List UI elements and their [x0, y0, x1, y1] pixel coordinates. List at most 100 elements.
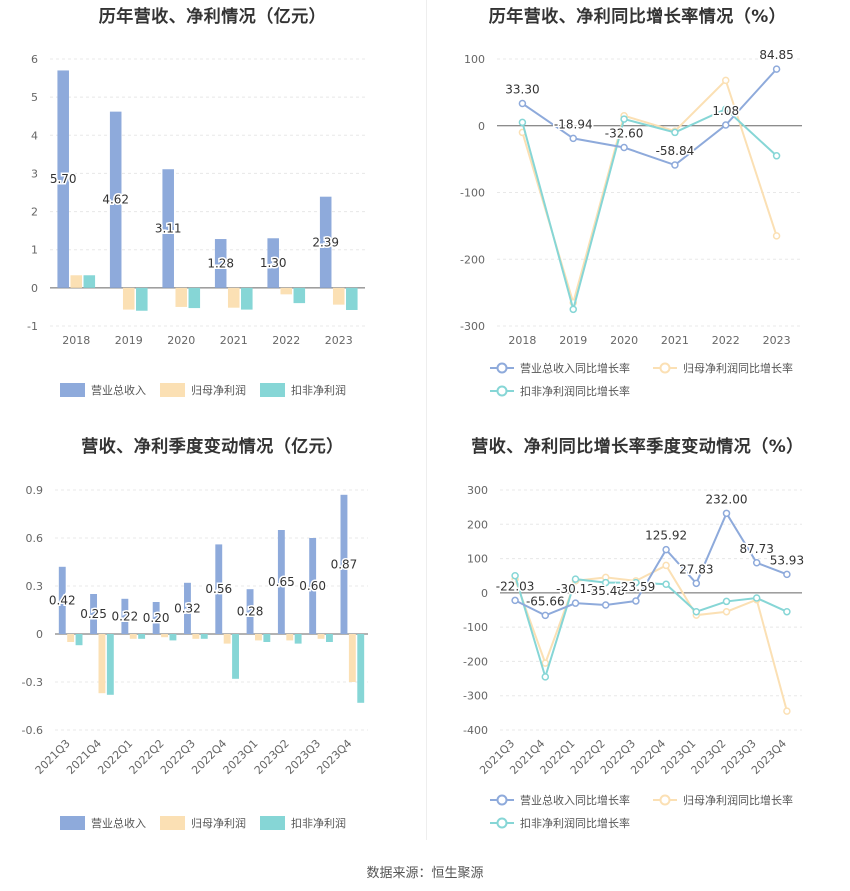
- data-label: 0.22: [112, 609, 139, 623]
- legend-swatch: [160, 383, 185, 397]
- data-label: 125.92: [645, 529, 687, 543]
- annual-growth-panel: 历年营收、净利同比增长率情况（%） -300 -200 -100 0 100 2018 20…: [425, 0, 850, 430]
- data-point: [601, 601, 610, 609]
- x-tick-label: 2018: [62, 334, 90, 347]
- y-tick-label: 300: [467, 484, 488, 497]
- y-tick-label: -100: [460, 187, 485, 200]
- bar: [162, 169, 174, 288]
- bar: [332, 287, 345, 305]
- chart-title: 历年营收、净利同比增长率情况（%）: [488, 7, 787, 27]
- bar: [138, 634, 146, 639]
- data-point: [569, 305, 577, 314]
- bar: [152, 602, 160, 634]
- bar: [348, 634, 356, 682]
- x-tick-label: 2023: [763, 334, 791, 347]
- bar: [192, 634, 200, 639]
- data-point: [632, 578, 640, 587]
- y-tick-label: 0: [481, 587, 488, 600]
- x-tick-label: 2022: [272, 334, 300, 347]
- y-tick-label: 0: [36, 628, 43, 641]
- data-label: -18.94: [554, 117, 593, 131]
- data-point: [692, 607, 701, 616]
- annual-revenue-profit-chart: -1 0 1 2 3 4 5 6 2018 2019 2020 2021 2022 2023 5.70 4.6…: [27, 53, 365, 397]
- y-tick-label: 0.9: [26, 484, 44, 497]
- data-label: -58.84: [656, 144, 695, 158]
- legend-swatch: [260, 816, 285, 830]
- bar: [122, 287, 135, 310]
- y-tick-label: 4: [31, 129, 38, 142]
- y-tick-label: -100: [463, 621, 488, 634]
- y-tick-label: 2: [31, 206, 38, 219]
- bar: [357, 634, 365, 703]
- bar: [319, 196, 332, 288]
- data-label: 1.30: [260, 256, 287, 270]
- legend-label: 营业总收入同比增长率: [520, 793, 630, 807]
- bar: [317, 634, 325, 639]
- data-point: [569, 134, 577, 143]
- data-point: [752, 559, 761, 567]
- bar: [286, 634, 294, 641]
- x-tick-label: 2020: [167, 334, 195, 347]
- bar: [200, 634, 208, 639]
- legend-label: 扣非净利润: [291, 383, 346, 397]
- data-label: 0.20: [143, 611, 170, 625]
- legend-label: 营业总收入: [91, 816, 146, 830]
- data-label: -65.66: [526, 594, 565, 608]
- data-label: 0.56: [205, 582, 232, 596]
- y-tick-label: 1: [31, 244, 38, 257]
- data-point: [571, 575, 580, 583]
- bar: [294, 634, 302, 644]
- legend-swatch: [60, 383, 85, 397]
- data-label: 0.42: [49, 593, 76, 607]
- series-line: [521, 107, 778, 314]
- data-point: [752, 594, 761, 602]
- data-label: 0.65: [268, 575, 295, 589]
- legend-label: 归母净利润同比增长率: [683, 361, 793, 375]
- data-label: -35.48: [586, 584, 625, 598]
- data-label: 27.83: [679, 562, 713, 576]
- y-tick-label: 100: [467, 553, 488, 566]
- data-point: [518, 118, 527, 127]
- y-tick-label: -400: [463, 724, 488, 737]
- y-tick-label: -0.3: [22, 676, 43, 689]
- data-label: -32.60: [605, 127, 644, 141]
- data-point: [722, 509, 731, 518]
- y-tick-label: -300: [460, 320, 485, 333]
- data-label: -23.59: [617, 580, 656, 594]
- y-tick-label: 200: [467, 518, 488, 531]
- data-point: [772, 152, 781, 160]
- data-point: [662, 580, 670, 589]
- x-tick-label: 2021: [661, 334, 689, 347]
- bar: [70, 275, 83, 288]
- chart-title: 历年营收、净利情况（亿元）: [98, 7, 327, 27]
- data-point: [772, 232, 781, 240]
- data-point: [722, 121, 730, 129]
- data-point: [783, 570, 791, 579]
- bar: [280, 287, 293, 295]
- data-label: 5.70: [50, 172, 77, 186]
- data-label: 0.87: [331, 557, 358, 571]
- bar: [121, 598, 129, 634]
- data-source-note: 数据来源：恒生聚源: [366, 866, 484, 881]
- bar: [215, 544, 223, 634]
- data-label: 1.08: [712, 104, 739, 118]
- data-label: 84.85: [759, 48, 793, 62]
- data-point: [541, 673, 550, 681]
- y-tick-label: 5: [31, 91, 38, 104]
- data-label: 232.00: [706, 492, 748, 506]
- bar: [227, 287, 240, 308]
- data-point: [620, 115, 628, 123]
- bar: [232, 634, 239, 679]
- data-label: 4.62: [102, 193, 129, 207]
- y-tick-label: -1: [27, 320, 38, 333]
- legend-swatch-marker: [496, 794, 508, 806]
- bar: [58, 566, 66, 634]
- quarterly-growth-panel: 营收、净利同比增长率季度变动情况（%） -400 -300 -200 -100 0 100…: [425, 430, 850, 860]
- chart-title: 营收、净利季度变动情况（亿元）: [81, 437, 344, 457]
- y-tick-label: 0.6: [26, 532, 44, 545]
- x-tick-label: 2020: [610, 334, 638, 347]
- bar: [106, 634, 114, 695]
- y-tick-label: 100: [464, 53, 485, 66]
- legend-swatch-marker: [496, 385, 508, 397]
- data-label: 1.28: [207, 256, 234, 270]
